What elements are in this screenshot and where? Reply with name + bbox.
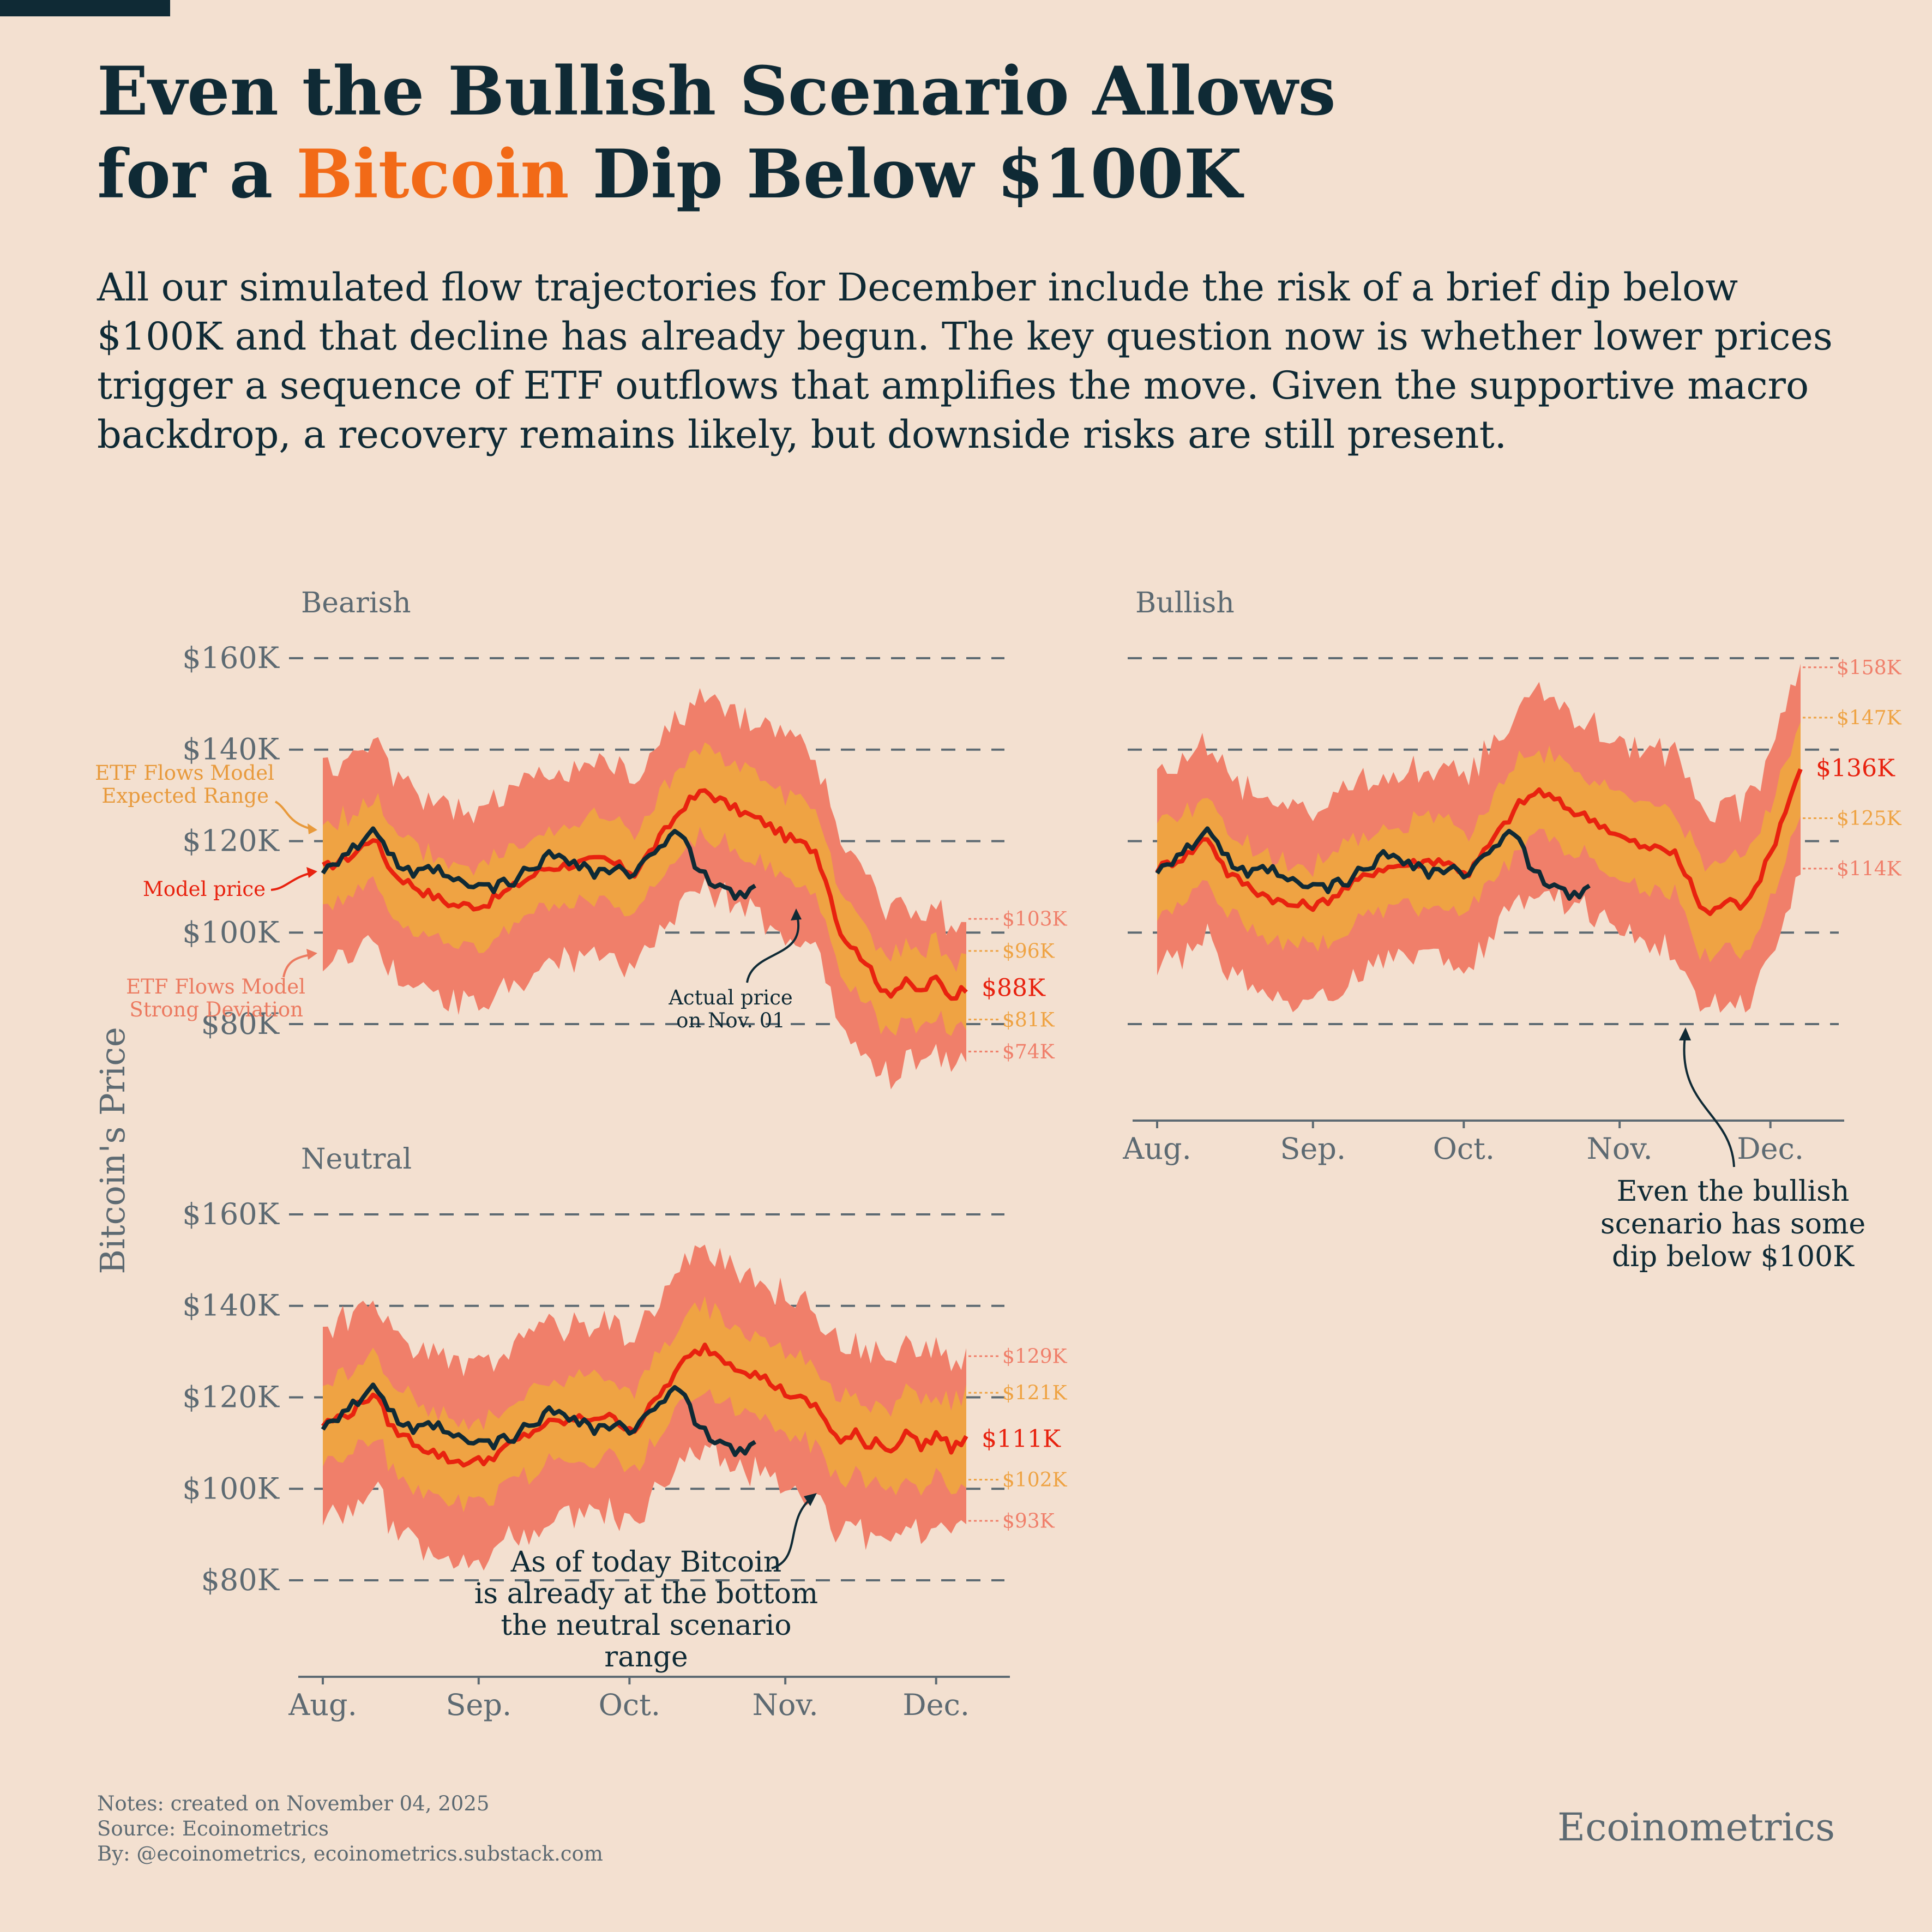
panel-bearish: Bearish $80K $100K $120K $140K $160K $103K $96K… bbox=[182, 587, 1068, 1090]
expected-range-label-2: Expected Range bbox=[101, 784, 269, 808]
title-line1: Even the Bullish Scenario Allows bbox=[97, 52, 1336, 131]
actual-price-line-neutral bbox=[321, 1382, 756, 1457]
end-label-bullish-model: $136K bbox=[1816, 755, 1895, 783]
y-tick-label-bearish-160: $160K bbox=[182, 641, 280, 675]
y-axis-label: Bitcoin's Price bbox=[93, 1027, 133, 1274]
strong-deviation-label-2: Strong Deviation bbox=[129, 998, 303, 1021]
annotation-model-price: Model price bbox=[143, 867, 317, 901]
x-tick-label-neutral-4: Dec. bbox=[902, 1688, 970, 1722]
x-tick-label-bullish-4: Dec. bbox=[1737, 1131, 1804, 1166]
annotation-strong-deviation: ETF Flows Model Strong Deviation bbox=[126, 949, 317, 1021]
neutral-note-3: the neutral scenario bbox=[501, 1609, 791, 1642]
model-price-label: Model price bbox=[143, 877, 266, 901]
title-line2-post: Dip Below $100K bbox=[569, 135, 1242, 214]
panel-title-bullish: Bullish bbox=[1135, 587, 1235, 619]
actual-price-line-bullish bbox=[1155, 826, 1591, 901]
strong-deviation-arrowhead bbox=[306, 949, 317, 960]
panel-title-bearish: Bearish bbox=[301, 587, 411, 619]
notes-by: By: @ecoinometrics, ecoinometrics.substa… bbox=[97, 1842, 603, 1865]
x-tick-label-bullish-3: Nov. bbox=[1587, 1131, 1653, 1166]
notes-created: Notes: created on November 04, 2025 bbox=[97, 1792, 490, 1815]
y-tick-label-neutral-80: $80K bbox=[201, 1563, 280, 1597]
model-price-arrow bbox=[270, 871, 314, 891]
end-label-bearish-expected_upper: $96K bbox=[1002, 940, 1055, 962]
neutral-note-2: is already at the bottom bbox=[474, 1578, 818, 1610]
x-tick-label-bullish-2: Oct. bbox=[1433, 1131, 1495, 1166]
y-tick-label-bearish-80: $80K bbox=[201, 1007, 280, 1041]
subtitle: All our simulated flow trajectories for … bbox=[97, 265, 1833, 457]
actual-price-label-1: Actual price bbox=[668, 986, 793, 1009]
footnotes: Notes: created on November 04, 2025 Sour… bbox=[97, 1791, 603, 1867]
model-price-arrowhead bbox=[306, 867, 317, 878]
actual-price-arrowhead bbox=[791, 908, 802, 920]
y-tick-label-bearish-100: $100K bbox=[182, 915, 280, 949]
annotation-expected-range: ETF Flows Model Expected Range bbox=[95, 761, 317, 834]
end-label-bearish-strong_upper: $103K bbox=[1002, 908, 1068, 931]
end-label-bearish-expected_lower: $81K bbox=[1002, 1009, 1055, 1031]
actual-price-label-2: on Nov. 01 bbox=[676, 1009, 785, 1032]
end-label-neutral-model: $111K bbox=[982, 1425, 1061, 1453]
neutral-arrowhead bbox=[804, 1493, 817, 1506]
bullish-note-3: dip below $100K bbox=[1612, 1241, 1855, 1273]
end-label-bullish-expected_lower: $125K bbox=[1837, 808, 1902, 830]
annotation-actual-price: Actual price on Nov. 01 bbox=[668, 908, 802, 1032]
panel-neutral: Neutral $80K $100K $120K $140K $160K $129K $121… bbox=[182, 1143, 1067, 1722]
end-label-neutral-strong_upper: $129K bbox=[1002, 1346, 1068, 1368]
title-highlight: Bitcoin bbox=[296, 135, 569, 214]
end-label-bullish-strong_lower: $114K bbox=[1837, 858, 1902, 880]
expected-range-band-neutral bbox=[323, 1296, 966, 1512]
neutral-note-1: As of today Bitcoin bbox=[510, 1546, 782, 1579]
end-label-bullish-strong_upper: $158K bbox=[1837, 657, 1902, 679]
title-line2-pre: for a bbox=[97, 135, 297, 214]
x-tick-label-neutral-1: Sep. bbox=[446, 1688, 511, 1722]
end-label-neutral-expected_upper: $121K bbox=[1002, 1382, 1068, 1405]
brand-logo-text: Ecoinometrics bbox=[1557, 1805, 1835, 1850]
end-label-neutral-expected_lower: $102K bbox=[1002, 1469, 1068, 1491]
x-tick-label-neutral-2: Oct. bbox=[599, 1688, 660, 1722]
x-tick-label-neutral-3: Nov. bbox=[753, 1688, 818, 1722]
actual-price-arrow bbox=[746, 916, 800, 983]
end-label-bearish-model: $88K bbox=[982, 974, 1046, 1002]
end-label-neutral-strong_lower: $93K bbox=[1002, 1510, 1055, 1533]
x-tick-label-bullish-0: Aug. bbox=[1122, 1131, 1191, 1166]
bullish-note-2: scenario has some bbox=[1600, 1208, 1865, 1241]
bullish-note-1: Even the bullish bbox=[1617, 1175, 1850, 1208]
page-title: Even the Bullish Scenario Allows for a B… bbox=[97, 50, 1842, 216]
y-tick-label-neutral-140: $140K bbox=[182, 1289, 280, 1323]
expected-range-arrow bbox=[274, 801, 316, 831]
expected-range-label-1: ETF Flows Model bbox=[95, 761, 274, 785]
y-tick-label-neutral-100: $100K bbox=[182, 1471, 280, 1506]
end-label-bearish-strong_lower: $74K bbox=[1002, 1041, 1055, 1063]
actual-price-line-bearish bbox=[321, 826, 756, 901]
panel-title-neutral: Neutral bbox=[301, 1143, 412, 1176]
panel-bullish: Bullish $158K $147K $136K $125K $114K Aug. Sep.… bbox=[1122, 587, 1901, 1166]
top-accent-bar bbox=[0, 0, 170, 16]
x-tick-label-neutral-0: Aug. bbox=[288, 1688, 357, 1722]
expected-range-band-bearish bbox=[323, 742, 966, 1036]
x-tick-label-bullish-1: Sep. bbox=[1280, 1131, 1346, 1166]
expected-range-arrowhead bbox=[308, 823, 317, 834]
y-tick-label-bearish-120: $120K bbox=[182, 824, 280, 858]
notes-source: Source: Ecoinometrics bbox=[97, 1817, 329, 1840]
y-tick-label-bearish-140: $140K bbox=[182, 732, 280, 767]
neutral-arrow bbox=[771, 1498, 811, 1569]
y-tick-label-neutral-120: $120K bbox=[182, 1380, 280, 1415]
annotation-neutral: As of today Bitcoin is already at the bo… bbox=[474, 1493, 818, 1674]
strong-deviation-label-1: ETF Flows Model bbox=[126, 975, 305, 998]
neutral-note-4: range bbox=[604, 1641, 688, 1674]
end-label-bullish-expected_upper: $147K bbox=[1837, 707, 1902, 730]
bullish-arrowhead bbox=[1679, 1027, 1691, 1040]
y-tick-label-neutral-160: $160K bbox=[182, 1197, 280, 1231]
annotation-bullish: Even the bullish scenario has some dip b… bbox=[1600, 1027, 1865, 1273]
bullish-arrow bbox=[1683, 1036, 1735, 1167]
